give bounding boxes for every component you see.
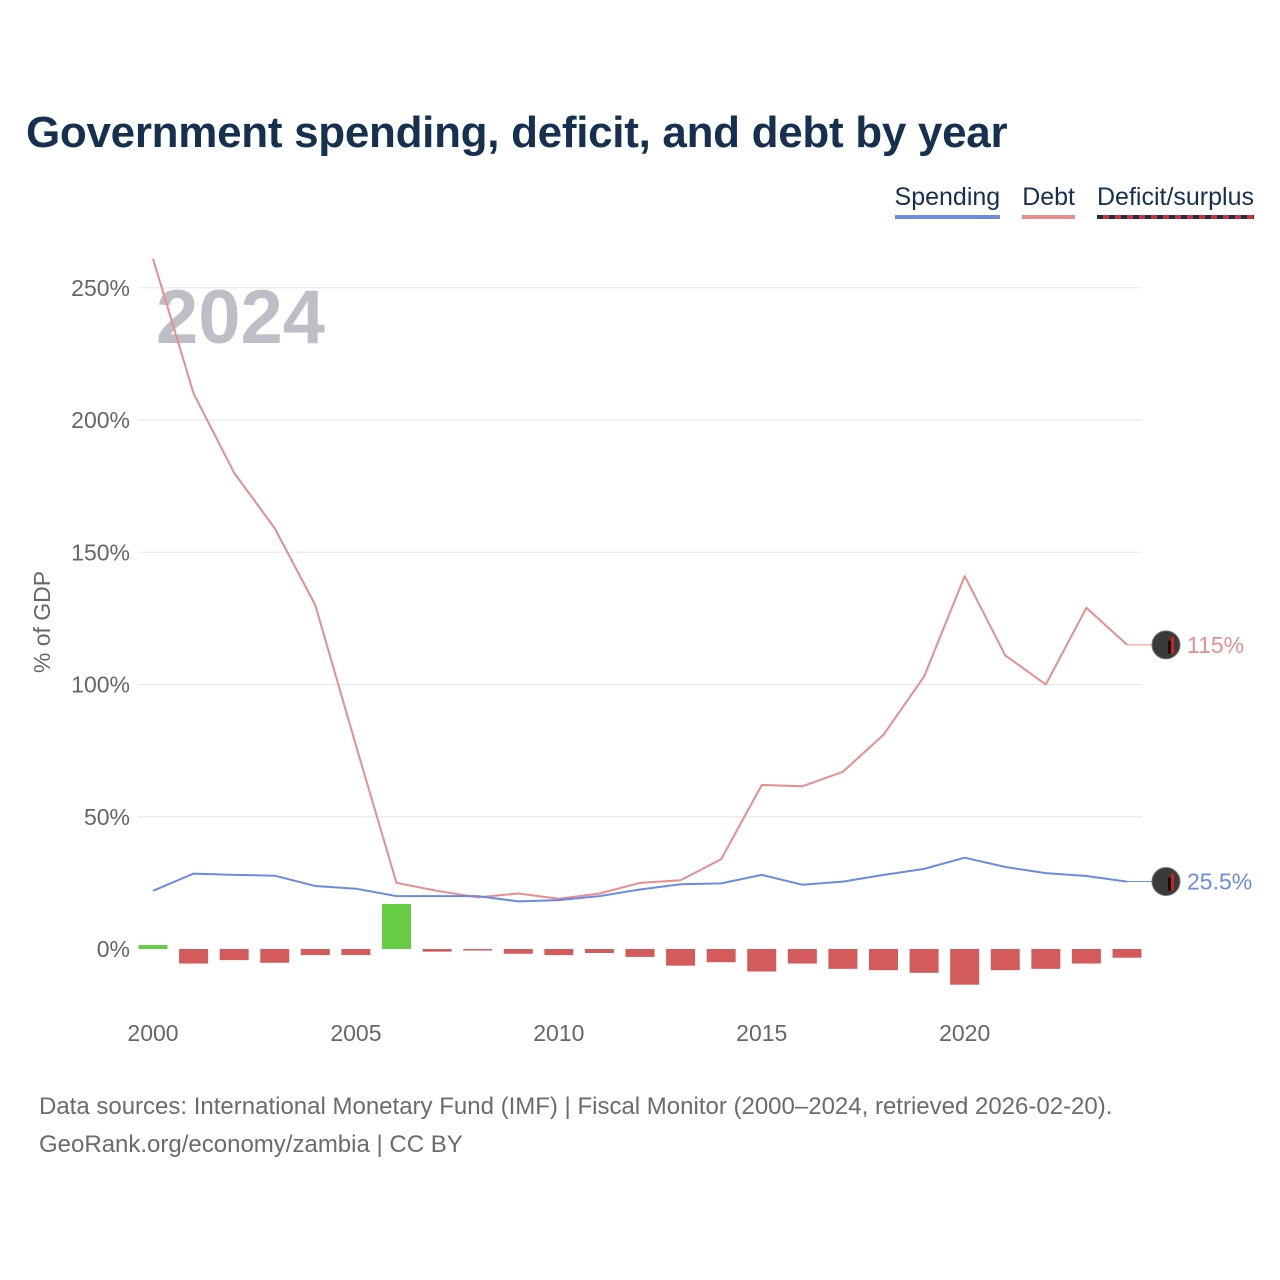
legend-swatch-debt (1022, 215, 1075, 219)
chart-svg: 0%50%100%150%200%250% 2000 2005 2010 2015 20… (29, 258, 1252, 1046)
debt-line[interactable] (152, 258, 1128, 900)
chart-title: Government spending, deficit, and debt b… (26, 108, 1008, 157)
deficit-bar[interactable] (341, 949, 371, 956)
debt-end-label: 115% (1187, 632, 1244, 658)
y-tick-label: 200% (71, 407, 130, 433)
deficit-bar[interactable] (1112, 949, 1142, 958)
y-tick-label: 250% (71, 275, 130, 301)
deficit-bar[interactable] (666, 949, 696, 966)
attribution: GeoRank.org/economy/zambia | CC BY (39, 1131, 463, 1158)
y-tick-label: 100% (71, 672, 130, 698)
y-tick-label: 0% (97, 936, 130, 962)
deficit-bar[interactable] (584, 949, 614, 953)
deficit-bar[interactable] (300, 949, 330, 956)
deficit-bar[interactable] (1031, 949, 1061, 969)
deficit-bar[interactable] (950, 949, 980, 985)
deficit-bar[interactable] (909, 949, 939, 973)
deficit-bar[interactable] (219, 949, 249, 961)
legend-label-deficit: Deficit/surplus (1097, 183, 1254, 211)
deficit-bar[interactable] (625, 949, 655, 957)
spending-flag-stripe-red (1171, 873, 1174, 891)
deficit-bar[interactable] (463, 949, 493, 951)
deficit-bar[interactable] (138, 945, 168, 949)
legend-item-debt[interactable]: Debt (1022, 183, 1075, 219)
deficit-bar[interactable] (787, 949, 817, 964)
source-note: Data sources: International Monetary Fun… (39, 1093, 1113, 1120)
legend-swatch-spending (894, 215, 1001, 219)
deficit-bar[interactable] (990, 949, 1020, 971)
deficit-bar[interactable] (544, 949, 574, 956)
x-tick-label: 2000 (127, 1020, 178, 1046)
legend-swatch-deficit (1097, 215, 1254, 219)
legend-label-spending: Spending (894, 183, 1001, 211)
debt-flag-marker[interactable] (1151, 630, 1181, 660)
deficit-bar[interactable] (747, 949, 777, 972)
grid-lines (138, 287, 1142, 818)
y-tick-labels: 0% 50% 100% 150% 200% 250% (71, 275, 130, 962)
legend-item-deficit[interactable]: Deficit/surplus (1097, 183, 1254, 219)
legend-item-spending[interactable]: Spending (894, 183, 1001, 219)
deficit-bar[interactable] (503, 949, 533, 954)
x-tick-label: 2015 (736, 1020, 787, 1046)
y-tick-label: 150% (71, 539, 130, 565)
spending-end-label: 25.5% (1187, 869, 1252, 895)
x-tick-label: 2020 (939, 1020, 990, 1046)
x-tick-labels: 2000 2005 2010 2015 2020 (127, 1020, 990, 1046)
deficit-bar[interactable] (382, 904, 411, 949)
y-tick-label: 50% (84, 804, 130, 830)
deficit-bar[interactable] (179, 949, 209, 964)
year-watermark: 2024 (156, 275, 325, 360)
x-tick-label: 2005 (330, 1020, 381, 1046)
legend: Spending Debt Deficit/surplus (894, 183, 1254, 219)
debt-flag-stripe-black (1168, 640, 1171, 654)
deficit-bar[interactable] (706, 949, 736, 963)
deficit-bar[interactable] (869, 949, 898, 971)
series-lines (152, 258, 1128, 903)
spending-flag-stripe-black (1168, 877, 1171, 891)
legend-label-debt: Debt (1022, 183, 1075, 211)
end-markers: 115% 25.5% (1127, 630, 1252, 897)
footer: Data sources: International Monetary Fun… (39, 1088, 1112, 1164)
spending-line[interactable] (152, 856, 1128, 903)
deficit-bar[interactable] (260, 949, 290, 963)
spending-flag-marker[interactable] (1151, 867, 1181, 897)
deficit-bar[interactable] (1071, 949, 1101, 964)
deficit-bar[interactable] (828, 949, 858, 969)
y-axis-label: % of GDP (29, 571, 55, 673)
deficit-bar[interactable] (422, 949, 452, 952)
deficit-bars (138, 904, 1142, 985)
debt-flag-stripe-red (1171, 636, 1174, 654)
x-tick-label: 2010 (533, 1020, 584, 1046)
